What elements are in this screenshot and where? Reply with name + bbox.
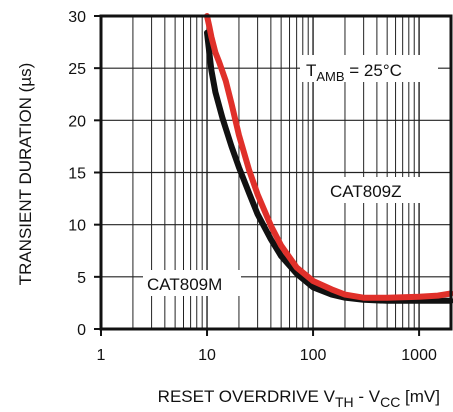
y-tick-label: 0: [77, 322, 86, 339]
y-tick-labels: 0 5 10 15 20 25 30: [68, 9, 86, 339]
cat809m-label-background: [143, 270, 241, 296]
y-tick-label: 10: [68, 218, 86, 235]
cat809z-label-background: [327, 177, 423, 203]
series-label-cat809z: CAT809Z: [330, 182, 402, 201]
y-tick-label: 15: [68, 166, 86, 183]
plot-frame: [99, 14, 453, 331]
x-tick-label: 1000: [401, 347, 437, 364]
x-tick-labels: 1 10 100 1000: [97, 347, 437, 364]
y-axis-title: TRANSIENT DURATION (µs): [16, 63, 35, 286]
y-tick-label: 5: [77, 270, 86, 287]
series-group: [204, 13, 453, 304]
x-tick-label: 1: [97, 347, 106, 364]
x-tick-label: 100: [300, 347, 327, 364]
x-tick-label: 10: [198, 347, 216, 364]
y-tick-label: 30: [68, 9, 86, 26]
series-label-cat809m: CAT809M: [147, 275, 222, 294]
series-line-cat809z: [204, 13, 453, 301]
y-tick-label: 25: [68, 61, 86, 78]
temperature-annotation: TAMB = 25°C: [306, 61, 402, 84]
annotation-background: [300, 55, 438, 82]
y-tick-label: 20: [68, 113, 86, 130]
x-axis-title: RESET OVERDRIVE VTH - VCC [mV]: [158, 387, 440, 410]
